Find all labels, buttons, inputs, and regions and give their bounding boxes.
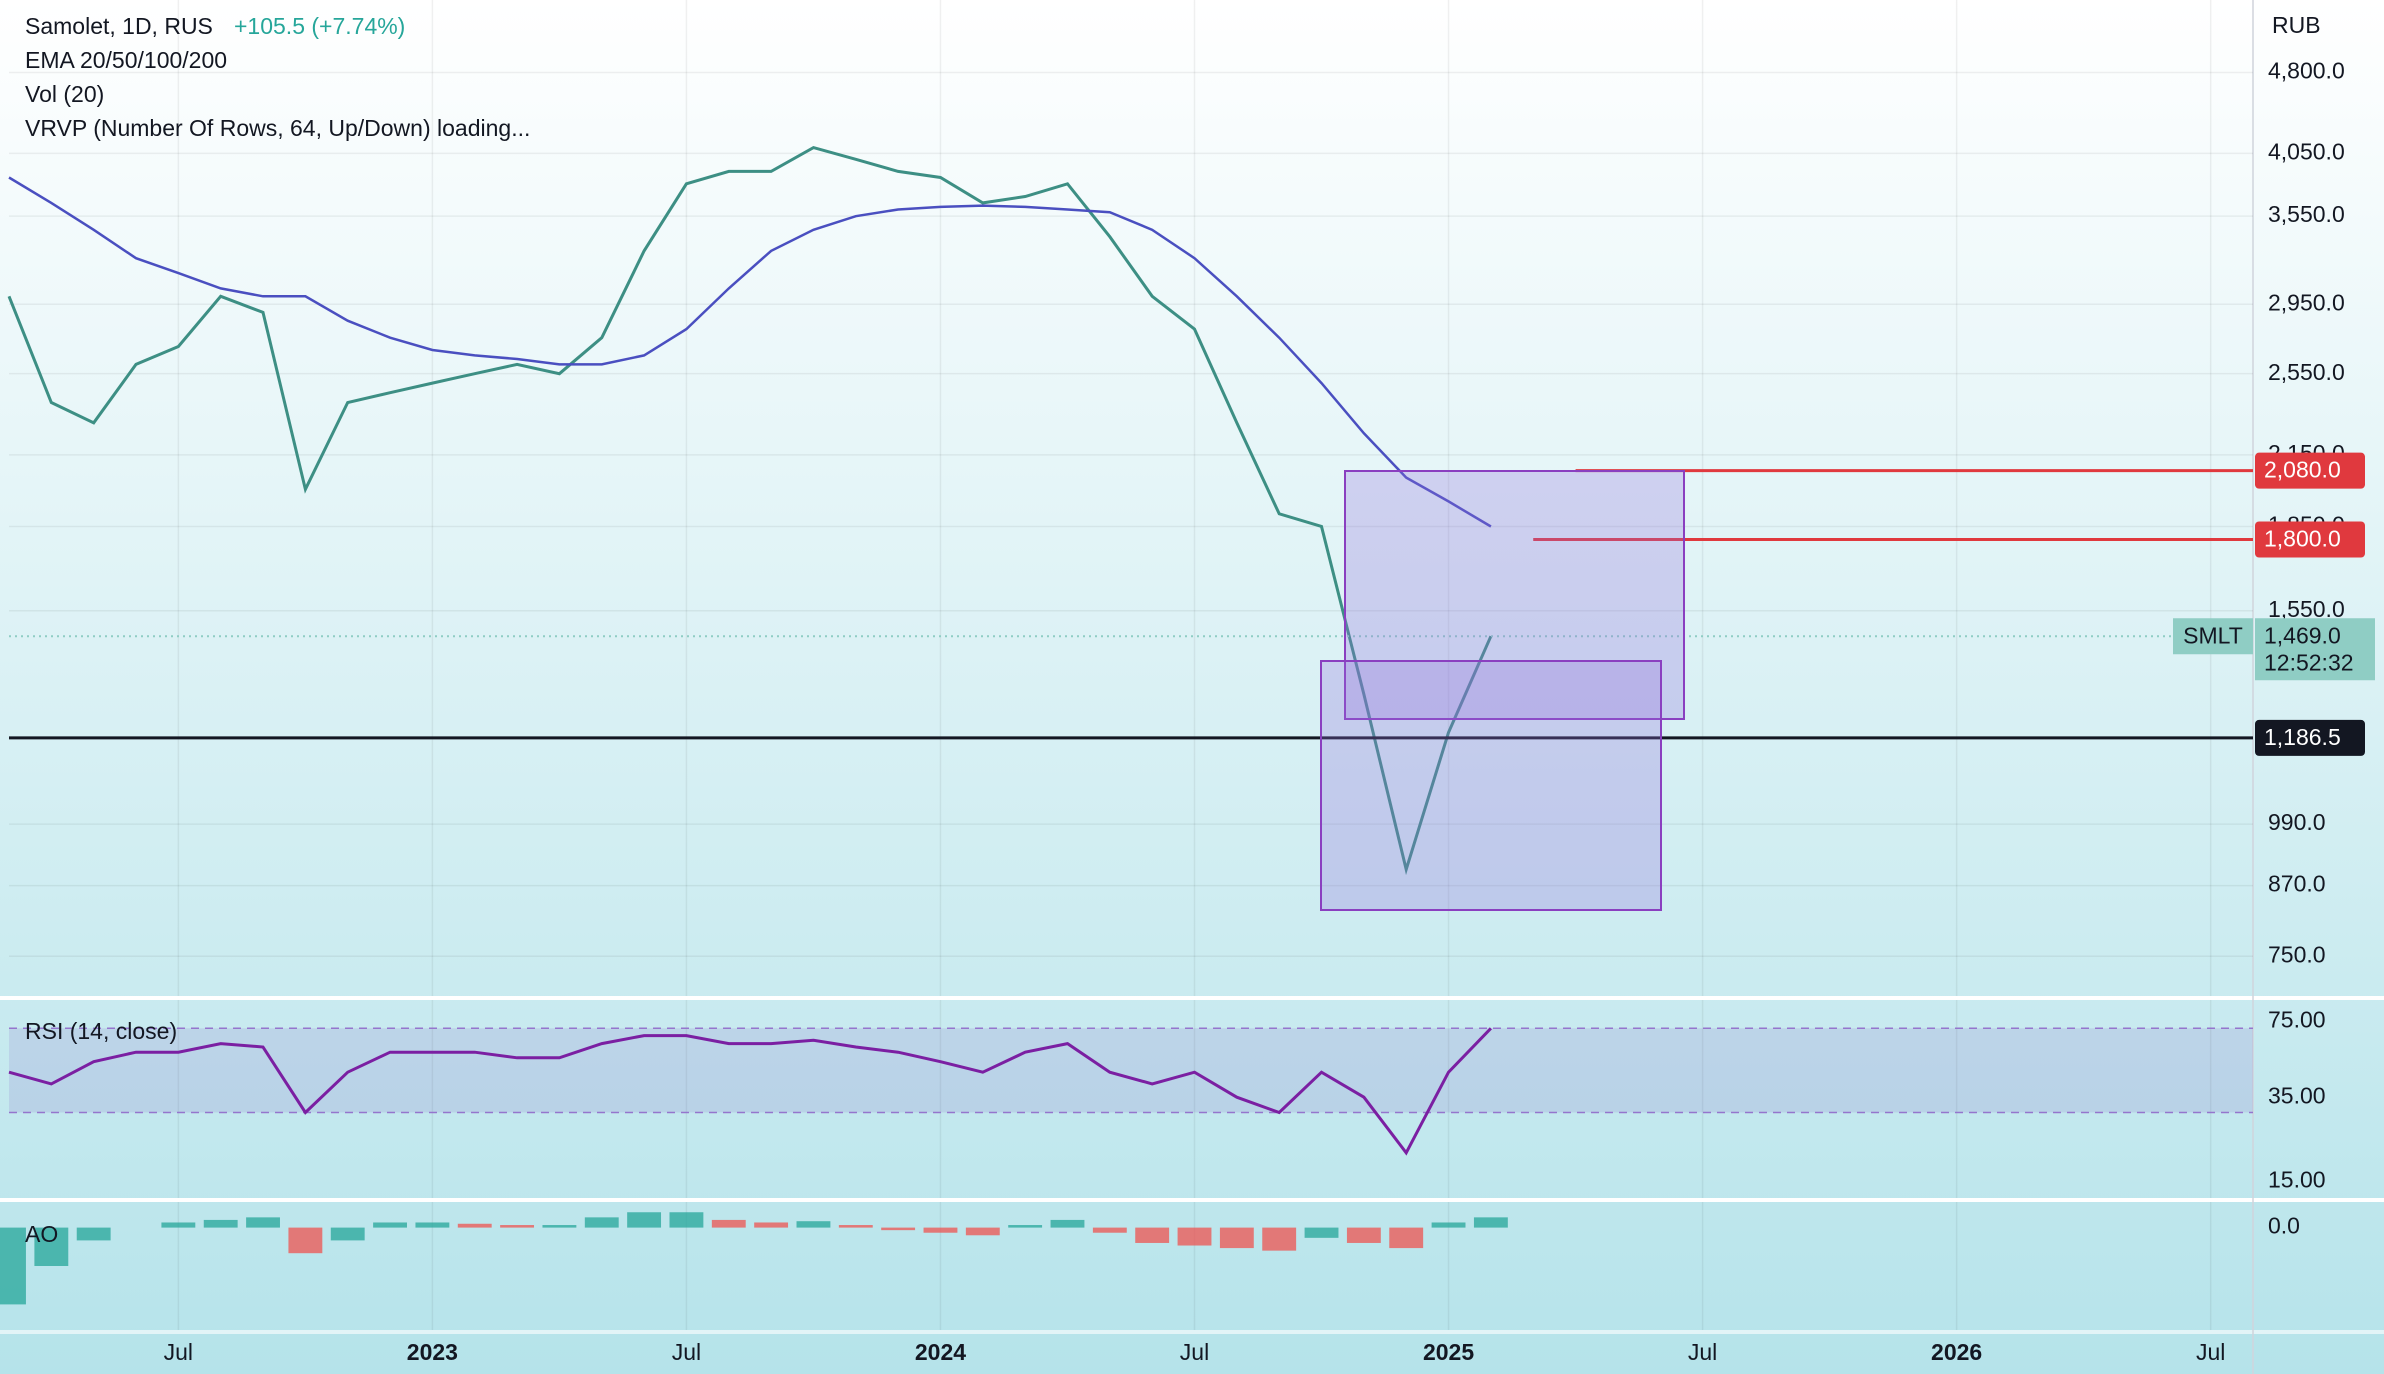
- ao-bar: [203, 1219, 238, 1228]
- ao-bar: [246, 1217, 280, 1228]
- x-tick-label: Jul: [1180, 1339, 1209, 1365]
- indicator-label: Vol (20): [25, 81, 104, 107]
- y-tick-label: 2,550.0: [2268, 359, 2345, 385]
- symbol: Samolet, 1D, RUS: [25, 13, 213, 39]
- y-tick-label: 990.0: [2268, 809, 2326, 835]
- y-tick-label: 15.00: [2268, 1167, 2326, 1193]
- separator: [0, 996, 2384, 1000]
- indicator-label: EMA 20/50/100/200: [25, 47, 227, 73]
- ao-bar: [1135, 1227, 1170, 1243]
- ao-bar: [1389, 1227, 1424, 1249]
- y-tick-label: 750.0: [2268, 941, 2326, 967]
- ao-bar: [288, 1227, 323, 1254]
- y-tick-label: 35.00: [2268, 1082, 2326, 1108]
- y-tick-label: 2,950.0: [2268, 289, 2345, 315]
- y-tick-label: 870.0: [2268, 871, 2326, 897]
- ao-bar: [965, 1227, 1000, 1236]
- change: +105.5 (+7.74%): [234, 13, 405, 39]
- ao-bar: [1431, 1222, 1466, 1228]
- ao-bar: [1262, 1227, 1297, 1251]
- price-tag: [2255, 719, 2365, 756]
- x-tick-label: Jul: [1688, 1339, 1717, 1365]
- ao-bar: [1346, 1227, 1381, 1243]
- drawn-box: [1344, 470, 1685, 720]
- separator: [0, 1330, 2384, 1334]
- price-tag-label: 1,186.5: [2264, 724, 2341, 750]
- ao-bar: [796, 1221, 831, 1228]
- separator: [0, 1198, 2384, 1202]
- indicator-label: VRVP (Number Of Rows, 64, Up/Down) loadi…: [25, 115, 530, 141]
- y-tick-label: 75.00: [2268, 1006, 2326, 1032]
- ao-bar: [1304, 1227, 1339, 1238]
- ao-bar: [500, 1225, 535, 1228]
- ao-bar: [627, 1212, 662, 1228]
- price-tag: [2255, 452, 2365, 489]
- ao-bar: [838, 1225, 873, 1228]
- ao-bar: [669, 1212, 704, 1228]
- series-line: [7, 145, 1493, 876]
- currency: RUB: [2272, 12, 2321, 38]
- x-tick-label: Jul: [672, 1339, 701, 1365]
- ao-bar: [881, 1227, 916, 1231]
- y-tick-label: 3,550.0: [2268, 201, 2345, 227]
- rsi-band: [9, 1028, 2253, 1113]
- price-tag-label: 1,800.0: [2264, 526, 2341, 552]
- countdown: 12:52:32: [2264, 649, 2354, 675]
- x-tick-label: Jul: [2196, 1339, 2225, 1365]
- price-tag: [2255, 618, 2375, 681]
- x-tick-label: Jul: [164, 1339, 193, 1365]
- series-line: [8, 176, 1492, 528]
- ao-bar: [415, 1222, 450, 1228]
- x-tick-label: 2024: [915, 1339, 966, 1365]
- ao-bar: [754, 1222, 789, 1228]
- ao-bar: [76, 1227, 111, 1241]
- panel-title: RSI (14, close): [25, 1018, 177, 1044]
- ao-bar: [542, 1225, 577, 1228]
- ao-bar: [584, 1217, 619, 1228]
- ao-bar: [1473, 1217, 1508, 1228]
- x-tick-label: 2025: [1423, 1339, 1474, 1365]
- ao-bar: [1008, 1225, 1043, 1228]
- price-tag-label: 2,080.0: [2264, 457, 2341, 483]
- price-tag: [2255, 521, 2365, 558]
- ao-bar: [1177, 1227, 1212, 1246]
- panel-title: AO: [25, 1221, 58, 1247]
- series-line: [8, 1027, 1492, 1156]
- ao-bar: [161, 1222, 196, 1228]
- ao-bar: [1219, 1227, 1254, 1249]
- symbol-tag: [2173, 618, 2253, 655]
- ao-bar: [711, 1219, 746, 1228]
- price-tag-label: 1,469.0: [2264, 622, 2341, 648]
- drawn-box: [1320, 660, 1662, 911]
- ao-bar: [34, 1227, 69, 1266]
- ao-bar: [923, 1227, 958, 1233]
- ao-bar: [0, 1227, 26, 1305]
- ao-bar: [1092, 1227, 1127, 1233]
- y-tick-label: 1,550.0: [2268, 596, 2345, 622]
- ao-bar: [330, 1227, 365, 1241]
- ao-bar: [1050, 1219, 1085, 1228]
- x-tick-label: 2026: [1931, 1339, 1982, 1365]
- y-tick-label: 0.0: [2268, 1213, 2300, 1239]
- y-tick-label: 4,050.0: [2268, 139, 2345, 165]
- ao-bar: [457, 1223, 492, 1228]
- x-tick-label: 2023: [407, 1339, 458, 1365]
- y-tick-label: 4,800.0: [2268, 58, 2345, 84]
- ao-bar: [373, 1222, 407, 1228]
- symbol-tag-label: SMLT: [2183, 622, 2243, 648]
